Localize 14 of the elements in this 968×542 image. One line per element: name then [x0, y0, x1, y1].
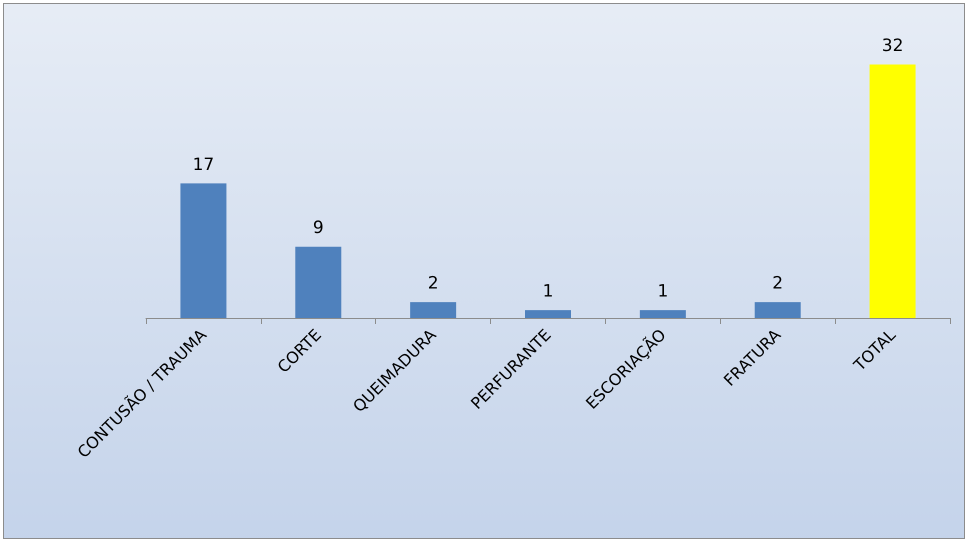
data-label: 32: [882, 36, 904, 56]
bar: [525, 310, 571, 318]
bar: [410, 302, 456, 318]
data-label: 1: [542, 282, 554, 302]
bar: [640, 310, 686, 318]
bar: [754, 302, 801, 318]
bar: [870, 64, 916, 318]
data-label: 17: [192, 154, 214, 175]
data-label: 2: [772, 274, 784, 294]
bar: [180, 183, 226, 318]
bar: [295, 246, 342, 318]
data-label: 2: [428, 274, 439, 294]
data-label: 9: [312, 218, 324, 238]
data-label: 1: [657, 282, 668, 302]
